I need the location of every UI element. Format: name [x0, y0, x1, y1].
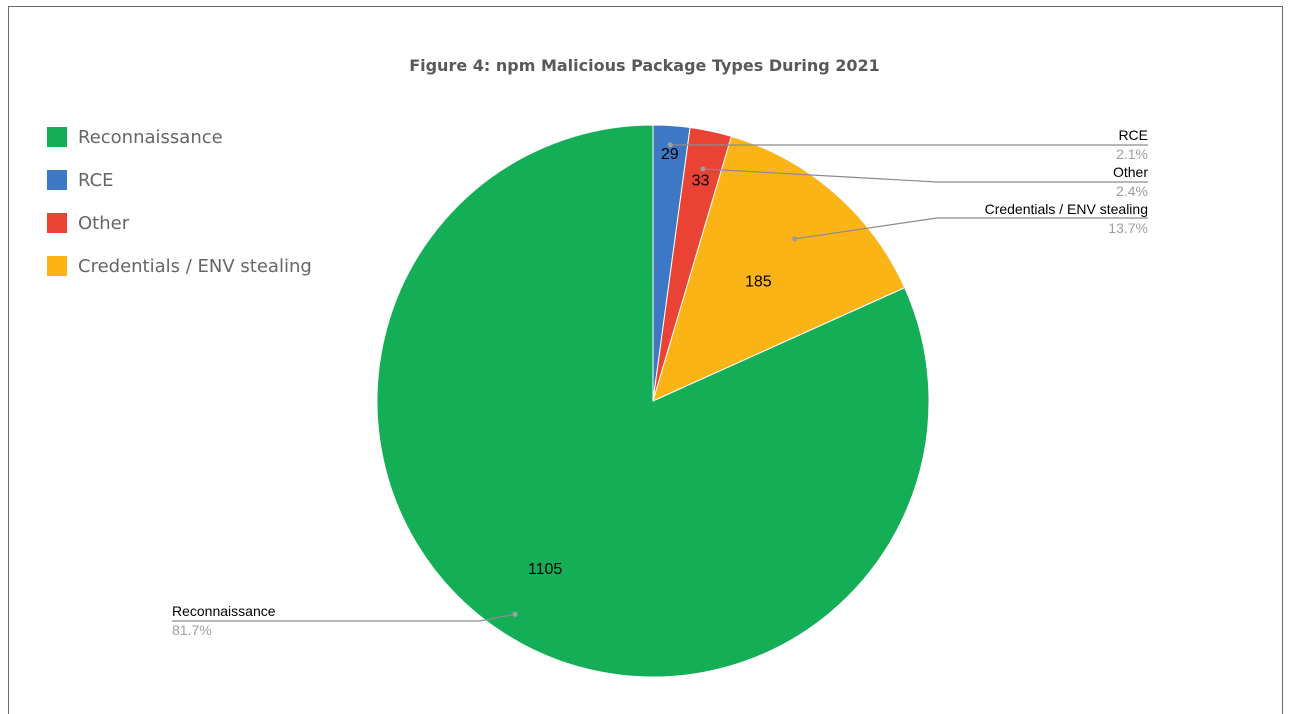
chart-frame [8, 6, 1283, 714]
pie-slice-reconnaissance [376, 124, 930, 678]
callout-dot-other [700, 166, 706, 172]
legend-swatch-other [47, 213, 67, 233]
legend-item-reconnaissance: Reconnaissance [47, 126, 312, 148]
chart-title: Figure 4: npm Malicious Package Types Du… [409, 56, 880, 75]
callout-dot-rce [667, 142, 673, 148]
callout-name-reconnaissance: Reconnaissance [172, 603, 276, 619]
chart-legend: Reconnaissance RCE Other Credentials / E… [47, 126, 312, 298]
callout-percent-credentials-env-stealing: 13.7% [1108, 220, 1148, 236]
pie-slice-credentials-env-stealing [652, 135, 906, 402]
callout-leader-reconnaissance [479, 613, 516, 622]
slice-value-label-other: 33 [692, 173, 710, 190]
callout-dot-credentials-env-stealing [792, 236, 798, 242]
legend-swatch-reconnaissance [47, 127, 67, 147]
pie-slices [376, 124, 930, 678]
callout-leader-credentials-env-stealing [794, 217, 938, 240]
callout-percent-reconnaissance: 81.7% [172, 622, 212, 638]
callout-percent-other: 2.4% [1116, 183, 1148, 199]
legend-label-rce: RCE [78, 169, 114, 191]
legend-label-credentials: Credentials / ENV stealing [78, 255, 312, 277]
callout-name-credentials-env-stealing: Credentials / ENV stealing [985, 201, 1148, 217]
slice-value-label-rce: 29 [661, 146, 679, 163]
legend-swatch-credentials [47, 256, 67, 276]
legend-item-credentials: Credentials / ENV stealing [47, 255, 312, 277]
slice-value-label-reconnaissance: 1105 [528, 561, 563, 578]
callout-name-rce: RCE [1118, 127, 1148, 143]
callout-leader-other [702, 168, 938, 183]
legend-item-rce: RCE [47, 169, 312, 191]
callout-dot-reconnaissance [512, 611, 518, 617]
slice-value-label-credentials-env-stealing: 185 [745, 273, 772, 290]
pie-callouts: RCE 2.1% Other 2.4% Credentials / ENV steali… [172, 127, 1148, 638]
callout-name-other: Other [1113, 164, 1148, 180]
pie-value-labels: 29 33 185 1105 [528, 146, 772, 578]
callout-percent-rce: 2.1% [1116, 146, 1148, 162]
legend-item-other: Other [47, 212, 312, 234]
legend-swatch-rce [47, 170, 67, 190]
legend-label-reconnaissance: Reconnaissance [78, 126, 223, 148]
legend-label-other: Other [78, 212, 130, 234]
